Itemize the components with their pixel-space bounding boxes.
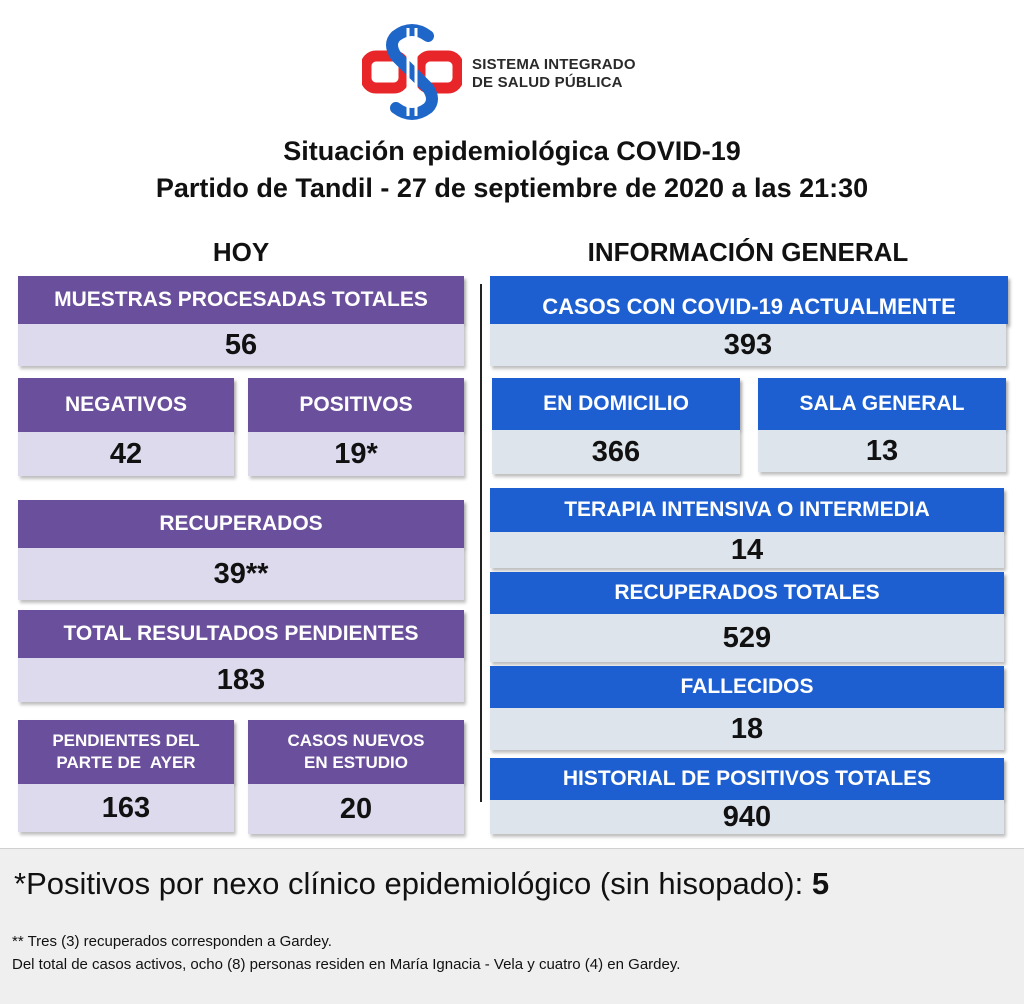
footer-main-value: 5 [811, 866, 830, 901]
hoy-heading: HOY [212, 237, 270, 267]
muestras-label: MUESTRAS PROCESADAS TOTALES [18, 276, 464, 324]
fallecidos-value: 18 [490, 708, 1004, 750]
recuperados-label: RECUPERADOS [18, 500, 464, 548]
pendientes-ayer-value: 163 [18, 784, 234, 832]
org-name: SISTEMA INTEGRADO DE SALUD PÚBLICA [472, 56, 636, 92]
footer-panel [0, 848, 1024, 1004]
page-subtitle: Partido de Tandil - 27 de septiembre de … [155, 173, 869, 203]
casos-actuales-value: 393 [490, 324, 1006, 366]
historial-value: 940 [490, 800, 1004, 834]
domicilio-label: EN DOMICILIO [492, 378, 740, 430]
historial-label: HISTORIAL DE POSITIVOS TOTALES [490, 758, 1004, 800]
negativos-value: 42 [18, 432, 234, 476]
footer-main-text: *Positivos por nexo clínico epidemiológi… [14, 866, 812, 901]
footer-note-1: ** Tres (3) recuperados corresponden a G… [12, 933, 332, 950]
sala-general-label: SALA GENERAL [758, 378, 1006, 430]
pendientes-label: TOTAL RESULTADOS PENDIENTES [18, 610, 464, 658]
casos-nuevos-label-line2: EN ESTUDIO [304, 753, 408, 772]
pendientes-ayer-label: PENDIENTES DEL PARTE DE AYER [18, 720, 234, 784]
footer-note-2: Del total de casos activos, ocho (8) per… [12, 956, 681, 973]
recuperados-value: 39** [18, 548, 464, 600]
casos-nuevos-value: 20 [248, 784, 464, 834]
page-title: Situación epidemiológica COVID-19 [283, 136, 741, 166]
org-name-line2: DE SALUD PÚBLICA [472, 74, 623, 91]
fallecidos-label: FALLECIDOS [490, 666, 1004, 708]
domicilio-value: 366 [492, 430, 740, 474]
pendientes-ayer-label-line1: PENDIENTES DEL [52, 731, 200, 750]
pendientes-ayer-label-line2: PARTE DE AYER [56, 753, 196, 772]
pendientes-value: 183 [18, 658, 464, 702]
footer-main-note: *Positivos por nexo clínico epidemiológi… [14, 866, 829, 902]
info-general-heading: INFORMACIÓN GENERAL [587, 237, 909, 267]
negativos-label: NEGATIVOS [18, 378, 234, 432]
positivos-value: 19* [248, 432, 464, 476]
recuperados-totales-label: RECUPERADOS TOTALES [490, 572, 1004, 614]
positivos-label: POSITIVOS [248, 378, 464, 432]
column-divider [480, 284, 482, 802]
terapia-value: 14 [490, 532, 1004, 568]
casos-nuevos-label-line1: CASOS NUEVOS [287, 731, 425, 750]
casos-nuevos-label: CASOS NUEVOS EN ESTUDIO [248, 720, 464, 784]
sala-general-value: 13 [758, 430, 1006, 472]
muestras-value: 56 [18, 324, 464, 366]
terapia-label: TERAPIA INTENSIVA O INTERMEDIA [490, 488, 1004, 532]
recuperados-totales-value: 529 [490, 614, 1004, 662]
sisp-logo [360, 22, 464, 122]
org-name-line1: SISTEMA INTEGRADO [472, 56, 636, 73]
casos-actuales-label: CASOS CON COVID-19 ACTUALMENTE [490, 276, 1008, 324]
